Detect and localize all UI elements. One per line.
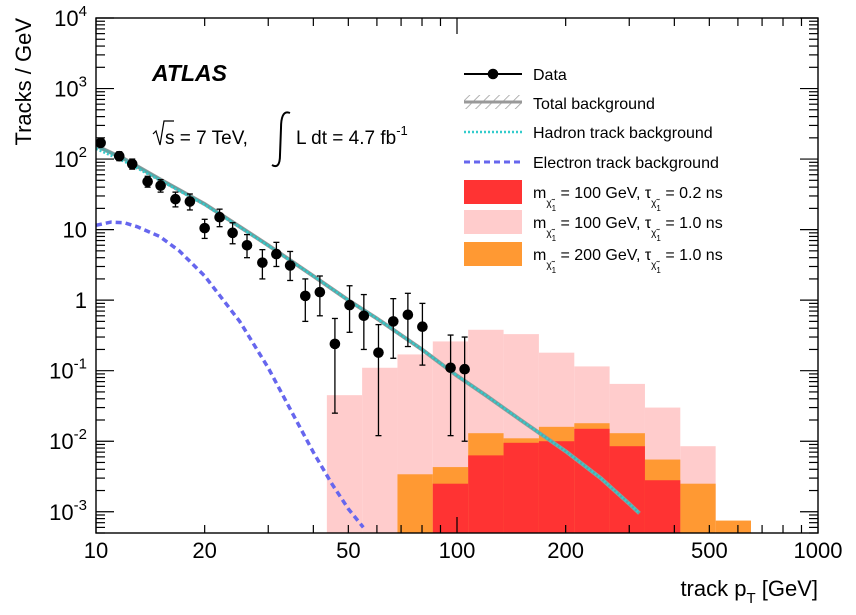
x-tick-label: 50 (336, 538, 360, 563)
y-tick-label: 10-2 (49, 426, 87, 454)
data-point-21 (402, 309, 414, 321)
data-point-10 (241, 239, 253, 251)
data-point-23 (445, 362, 456, 374)
legend-entry-total: Total background (464, 95, 655, 113)
data-point-4 (155, 180, 166, 191)
x-tick-label: 20 (192, 538, 216, 563)
y-tick-label: 103 (54, 74, 87, 102)
data-point-20 (387, 316, 399, 327)
hist-bin-sig1-3 (538, 441, 575, 533)
data-point-18 (358, 310, 370, 322)
y-tick-label: 1 (75, 288, 87, 313)
data-point-9 (227, 227, 238, 239)
data-point-2 (126, 158, 138, 170)
data-point-6 (184, 196, 196, 207)
data-point-12 (271, 248, 282, 260)
hadron-background-line (96, 147, 641, 515)
electron-background-line (96, 220, 365, 529)
hist-bin-sig3-9 (715, 520, 751, 533)
legend-entry-electron: Electron track background (464, 155, 719, 172)
integral-icon (271, 111, 291, 168)
legend: Data Total background Hadron track backgro… (464, 67, 723, 275)
legend-label-data: Data (533, 67, 567, 84)
data-point-13 (284, 260, 296, 271)
data-point-14 (300, 290, 311, 302)
y-tick-label: 10-3 (49, 497, 87, 525)
x-tick-label: 100 (439, 538, 476, 563)
data-point-16 (329, 338, 341, 350)
legend-label-sig1: mχ̃1 = 100 GeV, τχ̃1 = 0.2 ns (533, 185, 723, 213)
data-point-17 (344, 299, 355, 311)
legend-sig1-box (464, 180, 522, 204)
legend-label-sig2: mχ̃1 = 100 GeV, τχ̃1 = 1.0 ns (533, 215, 723, 243)
lumi-text: L dt = 4.7 fb-1 (296, 123, 408, 149)
legend-data-marker (487, 68, 499, 80)
x-axis-title: track pT [GeV] (680, 576, 818, 607)
legend-sig2-box (464, 210, 522, 234)
y-tick-label: 104 (54, 3, 87, 31)
x-tick-label: 10 (84, 538, 108, 563)
hist-bin-sig3-0 (397, 474, 433, 533)
y-tick-label: 10 (63, 218, 87, 243)
legend-label-electron: Electron track background (533, 155, 719, 172)
y-axis-title: Tracks / GeV (11, 18, 36, 146)
data-point-0 (96, 137, 106, 149)
hist-bin-sig2-0 (326, 395, 363, 533)
legend-label-total: Total background (533, 96, 655, 113)
data-point-7 (199, 222, 210, 234)
data-point-5 (170, 193, 181, 205)
data-point-15 (314, 286, 326, 298)
sqrt-icon (152, 120, 174, 146)
data-point-3 (142, 176, 153, 187)
y-tick-label: 10-1 (49, 356, 87, 384)
hist-bin-sig1-2 (503, 442, 539, 533)
legend-label-hadron: Hadron track background (533, 125, 713, 142)
energy-lumi-label: s = 7 TeV, L dt = 4.7 fb-1 (152, 111, 408, 168)
hist-bin-sig3-8 (680, 483, 716, 533)
legend-entry-sig3: mχ̃1 = 200 GeV, τχ̃1 = 1.0 ns (464, 242, 723, 275)
data-point-11 (257, 257, 268, 268)
hist-bin-sig1-6 (644, 480, 681, 533)
hist-bin-sig1-0 (432, 483, 469, 533)
legend-sig3-box (464, 242, 522, 266)
x-tick-label: 500 (691, 538, 728, 563)
hist-bin-sig1-1 (468, 455, 504, 533)
tick-labels: 10 20 50 100 200 500 1000 10-3 10-2 10-1 1 10 102 103… (49, 3, 842, 563)
data-point-19 (373, 347, 384, 358)
x-tick-label: 1000 (794, 538, 843, 563)
signal-histograms (326, 329, 751, 533)
data-points (96, 137, 470, 442)
hist-bin-sig2-1 (362, 367, 398, 533)
data-point-8 (214, 211, 225, 223)
axis-ticks (95, 17, 819, 534)
data-point-1 (113, 150, 125, 162)
data-point-24 (459, 363, 470, 375)
legend-label-sig3: mχ̃1 = 200 GeV, τχ̃1 = 1.0 ns (533, 247, 723, 275)
legend-entry-hadron: Hadron track background (464, 125, 713, 142)
legend-entry-sig2: mχ̃1 = 100 GeV, τχ̃1 = 1.0 ns (464, 210, 723, 243)
data-point-22 (417, 321, 428, 333)
legend-entry-sig1: mχ̃1 = 100 GeV, τχ̃1 = 0.2 ns (464, 180, 723, 213)
atlas-label: ATLAS (151, 60, 228, 86)
background-curves (96, 143, 641, 529)
energy-text: s = 7 TeV, (165, 128, 248, 149)
x-tick-label: 200 (547, 538, 584, 563)
legend-entry-data: Data (464, 67, 567, 84)
y-tick-label: 102 (54, 144, 87, 172)
